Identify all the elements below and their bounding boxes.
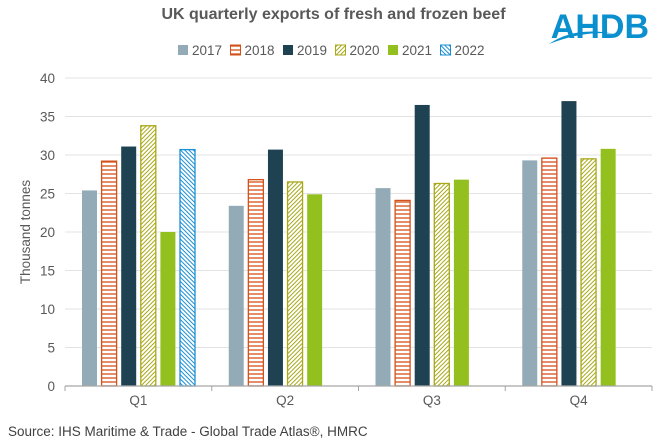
y-axis-label: Thousand tonnes xyxy=(18,180,33,285)
x-tick-label: Q4 xyxy=(570,393,589,408)
bar-2019-Q2 xyxy=(267,149,283,386)
bar-2017-Q3 xyxy=(375,188,391,386)
chart-title: UK quarterly exports of fresh and frozen… xyxy=(161,6,506,23)
y-tick-label: 20 xyxy=(40,225,55,240)
bar-2019-Q4 xyxy=(561,101,577,386)
x-tick-label: Q2 xyxy=(276,393,294,408)
legend-label-2022: 2022 xyxy=(455,43,485,58)
bar-2021-Q3 xyxy=(453,179,469,386)
legend-swatch-2019 xyxy=(283,45,293,55)
legend-label-2019: 2019 xyxy=(297,43,327,58)
bar-2017-Q2 xyxy=(228,205,244,386)
legend-label-2017: 2017 xyxy=(192,43,222,58)
bar-2018-Q3 xyxy=(394,199,411,387)
bar-2018-Q2 xyxy=(247,178,265,387)
legend-label-2020: 2020 xyxy=(350,43,380,58)
bar-2020-Q1 xyxy=(140,125,157,387)
legend-swatch-2018 xyxy=(230,44,241,56)
bar-2019-Q3 xyxy=(414,104,430,386)
legend-swatch-2021 xyxy=(388,45,398,55)
bar-2021-Q4 xyxy=(600,148,616,386)
source-note: Source: IHS Maritime & Trade - Global Tr… xyxy=(8,424,368,439)
y-tick-label: 15 xyxy=(40,264,55,279)
bar-2017-Q4 xyxy=(522,160,538,386)
legend-swatch-2020 xyxy=(335,44,346,56)
bar-2019-Q1 xyxy=(121,146,137,386)
y-tick-label: 5 xyxy=(47,341,55,356)
bar-2021-Q1 xyxy=(160,232,176,386)
bar-2018-Q1 xyxy=(100,160,118,387)
y-tick-label: 40 xyxy=(40,71,55,86)
legend-swatch-2022 xyxy=(440,44,451,56)
bar-2021-Q2 xyxy=(307,194,323,386)
bar-chart: 0 5 10 15 20 25 30 35 40 Q1 Q2 Q3 Q4 2017 2018 2019 2020… xyxy=(18,43,653,408)
x-tick-label: Q3 xyxy=(423,393,441,408)
bar-2018-Q4 xyxy=(541,157,558,387)
bar-2020-Q4 xyxy=(580,158,597,387)
ahdb-logo: AHDB xyxy=(545,4,655,53)
legend-label-2021: 2021 xyxy=(402,43,432,58)
y-tick-label: 30 xyxy=(40,148,55,163)
svg-text:AHDB: AHDB xyxy=(551,8,649,46)
legend-label-2018: 2018 xyxy=(245,43,275,58)
y-tick-label: 10 xyxy=(40,302,55,317)
bar-2017-Q1 xyxy=(82,190,97,386)
y-tick-label: 35 xyxy=(40,110,55,125)
bar-2020-Q2 xyxy=(286,181,304,387)
bar-2020-Q3 xyxy=(433,182,450,387)
y-tick-label: 25 xyxy=(40,187,55,202)
bar-2022-Q1 xyxy=(179,148,196,387)
y-tick-label: 0 xyxy=(47,379,55,394)
x-tick-label: Q1 xyxy=(129,393,147,408)
legend-swatch-2017 xyxy=(178,45,188,55)
